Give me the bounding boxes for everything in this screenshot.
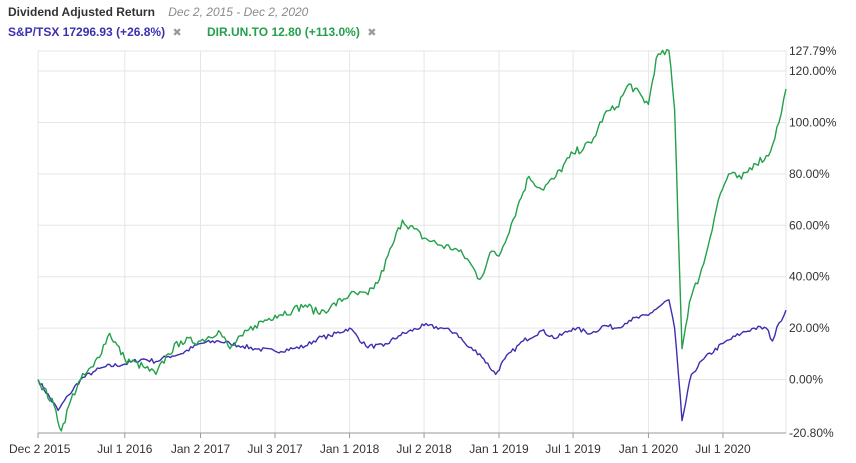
x-tick-label: Jul 1 2020 [695, 442, 751, 456]
date-range: Dec 2, 2015 - Dec 2, 2020 [168, 5, 309, 19]
x-tick-label: Jan 1 2018 [320, 442, 380, 456]
legend-label-dir: DIR.UN.TO 12.80 (+113.0%) [207, 25, 360, 39]
chart-title: Dividend Adjusted Return [8, 5, 155, 19]
close-icon[interactable]: ✖ [367, 27, 377, 39]
x-tick-label: Jan 2 2017 [171, 442, 231, 456]
x-tick-label: Jul 3 2017 [247, 442, 303, 456]
close-icon[interactable]: ✖ [172, 27, 182, 39]
chart-header: Dividend Adjusted Return Dec 2, 2015 - D… [8, 5, 398, 40]
series-line-dir [37, 49, 787, 432]
legend-label-sptsx: S&P/TSX 17296.93 (+26.8%) [8, 25, 166, 39]
legend-item-sptsx[interactable]: S&P/TSX 17296.93 (+26.8%) ✖ [8, 25, 182, 40]
y-tick-label: 0.00% [789, 373, 823, 387]
series-line-sptsx [37, 299, 787, 422]
y-tick-label: -20.80% [789, 426, 834, 440]
title-row: Dividend Adjusted Return Dec 2, 2015 - D… [8, 5, 398, 21]
legend: S&P/TSX 17296.93 (+26.8%) ✖ DIR.UN.TO 12… [8, 25, 398, 40]
y-tick-label: 80.00% [789, 167, 830, 181]
x-tick-label: Dec 2 2015 [9, 442, 71, 456]
x-tick-label: Jan 1 2020 [619, 442, 679, 456]
x-tick-label: Jul 1 2016 [97, 442, 153, 456]
x-tick-label: Jul 2 2018 [396, 442, 452, 456]
y-tick-label: 120.00% [789, 64, 837, 78]
y-tick-label: 40.00% [789, 270, 830, 284]
y-tick-label: 127.79% [789, 44, 837, 58]
y-tick-label: 100.00% [789, 115, 837, 129]
y-tick-label: 20.00% [789, 321, 830, 335]
x-tick-label: Jul 1 2019 [545, 442, 601, 456]
x-tick-label: Jan 1 2019 [469, 442, 529, 456]
y-tick-label: 60.00% [789, 218, 830, 232]
legend-item-dir[interactable]: DIR.UN.TO 12.80 (+113.0%) ✖ [207, 25, 376, 40]
